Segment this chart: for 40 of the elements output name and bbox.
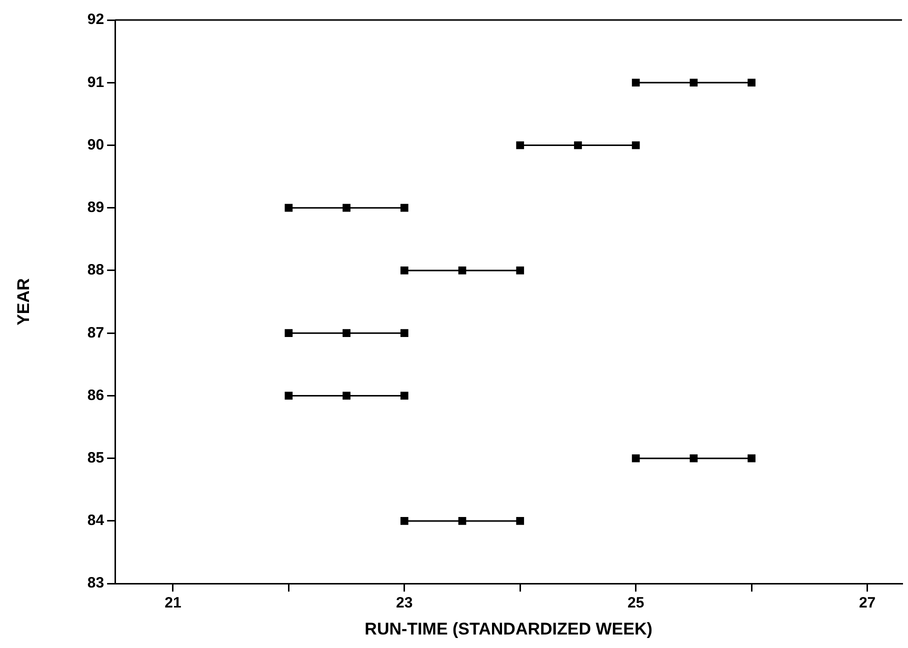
x-axis-title: RUN-TIME (STANDARDIZED WEEK) <box>364 619 652 638</box>
point <box>400 204 408 212</box>
y-tick-label: 85 <box>87 449 104 466</box>
x-tick-label: 23 <box>396 594 413 612</box>
point <box>574 141 582 150</box>
point <box>400 392 408 400</box>
point <box>458 266 466 274</box>
y-tick-label: 84 <box>87 512 105 530</box>
y-tick-label: 88 <box>87 262 104 279</box>
point <box>748 78 756 87</box>
point <box>632 141 640 150</box>
x-tick-label: 27 <box>858 594 876 612</box>
point <box>284 204 293 212</box>
point <box>516 266 524 274</box>
point <box>284 392 293 400</box>
y-tick-label: 83 <box>87 574 104 592</box>
y-axis-title: YEAR <box>14 278 33 326</box>
point <box>400 517 408 525</box>
y-tick-label: 86 <box>87 386 104 404</box>
point <box>516 141 524 150</box>
point <box>632 78 640 87</box>
point <box>342 392 350 400</box>
y-tick-label: 91 <box>87 74 104 91</box>
point <box>690 78 698 87</box>
point <box>690 454 698 462</box>
x-tick-label: 21 <box>164 594 182 612</box>
point <box>632 454 640 462</box>
point <box>458 517 466 525</box>
point <box>748 454 756 462</box>
y-tick-label: 90 <box>87 136 104 154</box>
x-tick-label: 25 <box>627 594 644 612</box>
point <box>400 266 408 274</box>
point <box>342 329 350 338</box>
point <box>342 204 350 212</box>
point <box>400 329 408 338</box>
y-tick-label: 92 <box>87 11 104 28</box>
y-tick-label: 89 <box>87 199 104 216</box>
point <box>284 329 293 338</box>
point <box>516 517 524 525</box>
y-tick-label: 87 <box>87 324 104 342</box>
